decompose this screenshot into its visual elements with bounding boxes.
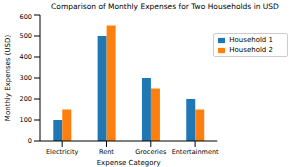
- svg-text:600: 600: [20, 13, 32, 21]
- svg-text:Entertainment: Entertainment: [172, 148, 219, 156]
- svg-text:Expense Category: Expense Category: [97, 159, 161, 167]
- svg-text:100: 100: [20, 116, 32, 124]
- svg-text:Groceries: Groceries: [135, 148, 167, 156]
- html-text:Comparison of Monthly Expenses: Comparison of Monthly Expenses for Two H…: [51, 2, 279, 11]
- html-text:Household 1: Household 1: [229, 36, 273, 44]
- html-text:Household 2: Household 2: [229, 46, 273, 54]
- svg-text:400: 400: [20, 53, 32, 61]
- svg-text:500: 500: [20, 32, 32, 40]
- svg-text:0: 0: [28, 137, 32, 145]
- svg-text:300: 300: [20, 74, 32, 82]
- svg-text:Monthly Expenses (USD): Monthly Expenses (USD): [8, 35, 12, 122]
- svg-text:200: 200: [20, 95, 32, 103]
- svg-text:Electricity: Electricity: [46, 148, 78, 156]
- svg-text:Rent: Rent: [99, 148, 114, 156]
